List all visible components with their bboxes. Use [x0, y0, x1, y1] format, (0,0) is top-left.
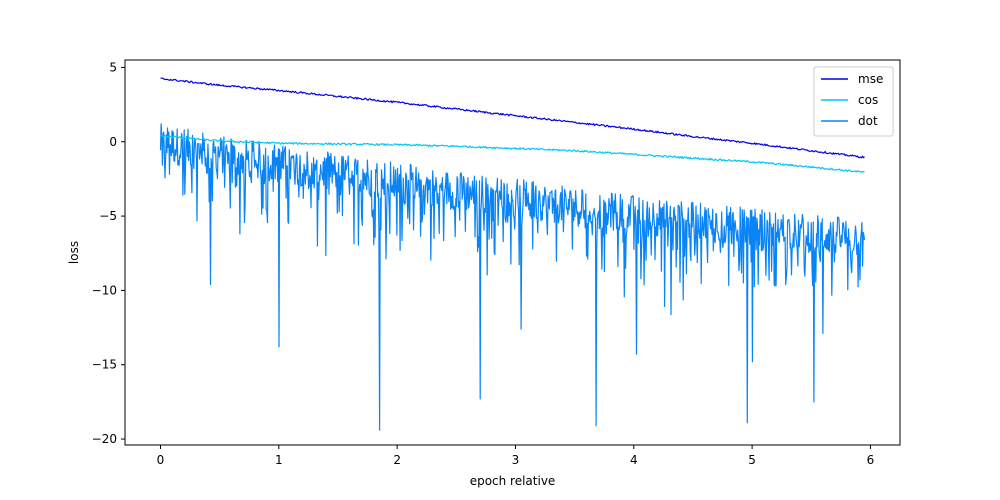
- series-line-mse: [160, 77, 865, 159]
- x-tick-label: 0: [157, 453, 165, 467]
- y-tick-label: −10: [92, 283, 117, 297]
- x-axis-label: epoch relative: [470, 474, 556, 488]
- x-tick-label: 3: [512, 453, 520, 467]
- x-tick-label: 1: [275, 453, 283, 467]
- y-tick-label: −5: [99, 209, 117, 223]
- legend-box: [813, 66, 894, 137]
- plot-frame: [124, 59, 901, 446]
- series-line-dot: [159, 123, 866, 431]
- y-tick-label: −15: [92, 358, 117, 372]
- y-axis-label: loss: [67, 241, 81, 264]
- y-tick-label: 5: [109, 60, 117, 74]
- y-tick-label: 0: [109, 135, 117, 149]
- x-tick-label: 2: [393, 453, 401, 467]
- legend-label-dot: dot: [858, 114, 878, 128]
- x-axis-ticks: 0 1 2 3 4 5 6: [157, 445, 875, 467]
- legend: mse cos dot: [813, 66, 894, 137]
- series-layer: [159, 77, 866, 431]
- y-axis-ticks: 5 0 −5 −10 −15 −20: [92, 60, 125, 446]
- series-line-cos: [160, 134, 865, 173]
- y-tick-label: −20: [92, 432, 117, 446]
- legend-label-mse: mse: [858, 72, 883, 86]
- x-tick-label: 4: [630, 453, 638, 467]
- x-tick-label: 6: [867, 453, 875, 467]
- plot-area: [125, 60, 900, 445]
- x-tick-label: 5: [748, 453, 756, 467]
- legend-label-cos: cos: [858, 93, 878, 107]
